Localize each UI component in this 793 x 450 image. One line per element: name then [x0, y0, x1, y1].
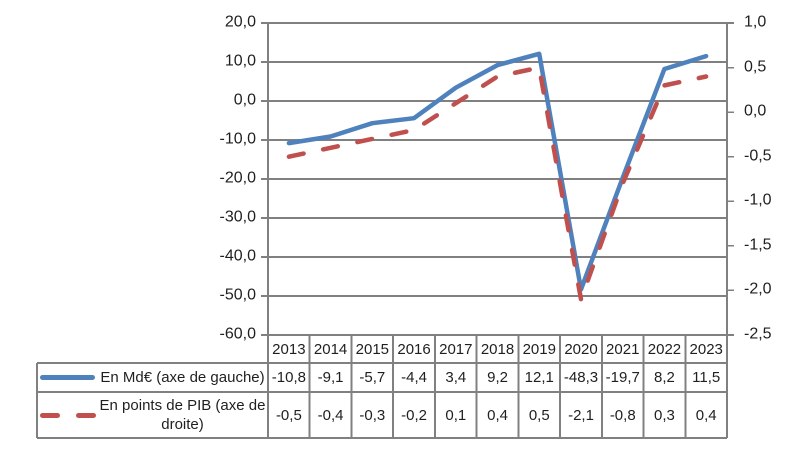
chart-legend: En Md€ (axe de gauche) En points de PIB … — [37, 363, 268, 438]
md-value-cell: 9,2 — [487, 369, 508, 386]
legend-item-md: En Md€ (axe de gauche) — [37, 363, 268, 392]
year-cell: 2015 — [355, 340, 390, 358]
series2-dashed-line-swatch — [37, 412, 99, 418]
legend-label-pib: En points de PIB (axe de droite) — [99, 397, 266, 433]
year-cell: 2023 — [689, 340, 723, 358]
pib-value-cell: -0,5 — [275, 406, 302, 424]
series-line-md — [286, 51, 709, 292]
pib-value-cell: -0,8 — [609, 406, 636, 424]
year-cell: 2022 — [647, 340, 682, 358]
pib-value-cell: 0,4 — [487, 406, 508, 424]
table-row-md-values: -10,8 -9,1 -5,7 -4,4 3,4 9,2 12,1 -48,3 -19,7 8,2… — [268, 363, 727, 392]
year-cell: 2018 — [480, 340, 515, 358]
md-value-cell: 3,4 — [445, 369, 467, 386]
md-value-cell: 8,2 — [654, 369, 675, 386]
year-cell: 2016 — [397, 340, 431, 358]
legend-label-md: En Md€ (axe de gauche) — [100, 369, 265, 386]
pib-value-cell: 0,1 — [445, 406, 467, 424]
year-cell: 2014 — [313, 340, 348, 358]
legend-item-pib: En points de PIB (axe de droite) — [37, 392, 268, 438]
md-value-cell: -4,4 — [401, 369, 427, 386]
table-year-header-row: 2013 2014 2015 2016 2017 2018 2019 2020 2021 2022… — [268, 335, 727, 363]
md-value-cell: 11,5 — [692, 369, 721, 386]
pib-value-cell: -2,1 — [568, 406, 594, 424]
md-value-cell: -5,7 — [359, 369, 386, 386]
series-line-pib — [286, 65, 709, 302]
pib-value-cell: -0,3 — [359, 406, 386, 424]
pib-value-cell: -0,4 — [317, 406, 344, 424]
year-cell: 2013 — [272, 340, 306, 358]
year-cell: 2020 — [564, 340, 598, 358]
md-value-cell: -19,7 — [605, 369, 640, 386]
pib-value-cell: 0,5 — [528, 406, 550, 424]
year-cell: 2021 — [606, 340, 640, 358]
pib-value-cell: -0,2 — [401, 406, 427, 424]
pib-value-cell: 0,4 — [695, 406, 717, 424]
pib-value-cell: 0,3 — [654, 406, 675, 424]
md-value-cell: -9,1 — [317, 369, 344, 386]
md-value-cell: -48,3 — [563, 369, 599, 386]
series1-solid-line-swatch — [37, 375, 99, 380]
md-value-cell: 12,1 — [524, 369, 554, 386]
year-cell: 2019 — [522, 340, 556, 358]
year-cell: 2017 — [439, 340, 473, 358]
md-value-cell: -10,8 — [271, 369, 306, 386]
table-row-pib-values: -0,5 -0,4 -0,3 -0,2 0,1 0,4 0,5 -2,1 -0,8 0,3 0,4 — [268, 392, 727, 438]
